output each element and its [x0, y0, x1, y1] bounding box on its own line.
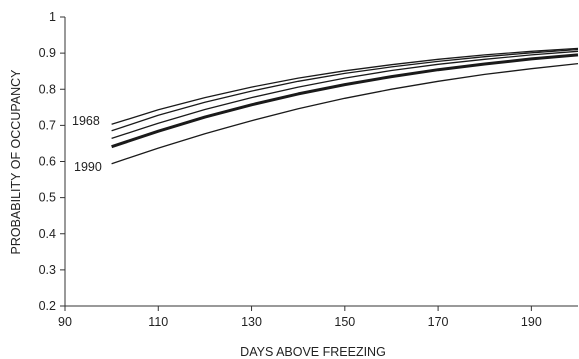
annotation-1990: 1990: [74, 160, 102, 174]
y-tick-label: 0.9: [39, 46, 56, 60]
x-tick-label: 110: [148, 315, 168, 329]
y-axis-ticks: 0.2 0.3 0.4 0.5 0.6 0.7 0.8 0.9 1: [39, 10, 65, 313]
y-tick-label: 0.2: [39, 299, 56, 313]
series-line-2: [111, 48, 579, 132]
x-axis-title: DAYS ABOVE FREEZING: [240, 345, 386, 359]
x-axis-ticks: 90 110 130 150 170 190: [58, 306, 542, 329]
y-axis-title: PROBABILITY OF OCCUPANCY: [9, 69, 23, 255]
y-tick-label: 0.7: [39, 118, 56, 132]
series-line-3: [111, 50, 579, 140]
y-tick-label: 1: [49, 10, 56, 24]
x-tick-label: 130: [241, 315, 262, 329]
series-lines: [111, 47, 579, 165]
series-line-5: [111, 62, 579, 165]
y-tick-label: 0.5: [39, 191, 56, 205]
x-tick-label: 190: [521, 315, 542, 329]
y-tick-label: 0.3: [39, 263, 56, 277]
y-tick-label: 0.8: [39, 82, 56, 96]
x-tick-label: 150: [334, 315, 355, 329]
series-line-4: [111, 53, 579, 149]
series-line-1: [111, 47, 579, 125]
x-tick-label: 90: [58, 315, 72, 329]
y-tick-label: 0.4: [39, 227, 56, 241]
y-tick-label: 0.6: [39, 155, 56, 169]
x-tick-label: 170: [428, 315, 449, 329]
annotation-1968: 1968: [72, 114, 100, 128]
